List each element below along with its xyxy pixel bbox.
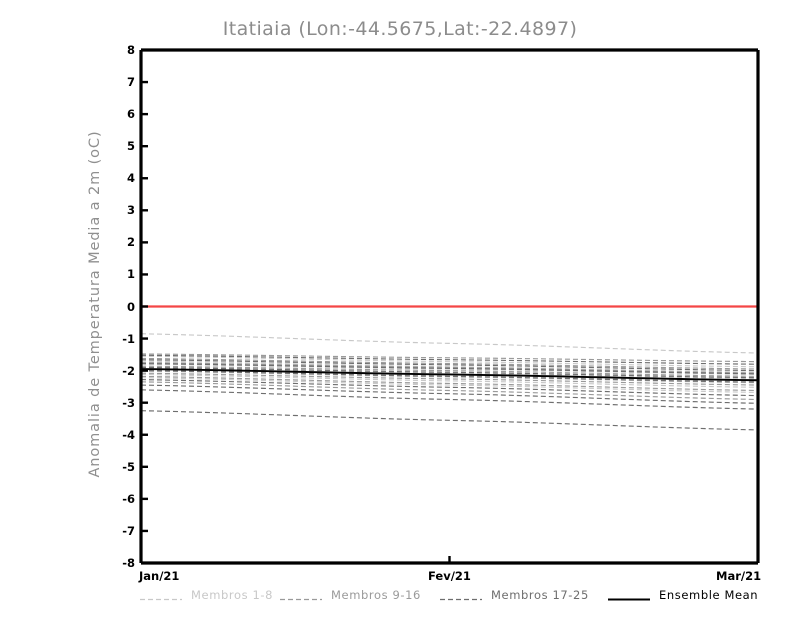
member-line — [141, 410, 758, 431]
member-line — [141, 357, 758, 370]
member-line — [141, 373, 758, 388]
member-line — [141, 375, 758, 392]
y-tick-label: 1 — [126, 267, 135, 282]
member-line — [141, 366, 758, 379]
member-line — [141, 363, 758, 376]
y-tick-label: 7 — [126, 75, 135, 90]
y-tick-label: -8 — [122, 556, 135, 570]
member-line — [141, 362, 758, 375]
member-line — [141, 370, 758, 383]
y-tick-label: 6 — [126, 107, 135, 122]
legend-dashed-line-icon — [440, 590, 482, 601]
y-tick-label: -3 — [122, 395, 135, 410]
member-line — [141, 381, 758, 401]
y-tick-label: 2 — [126, 235, 135, 250]
legend-label: Ensemble Mean — [659, 588, 759, 602]
member-line — [141, 360, 758, 373]
x-tick-label: Fev/21 — [428, 569, 471, 583]
member-line — [141, 359, 758, 372]
member-line — [141, 365, 758, 377]
legend-item[interactable]: Membros 17-25 — [440, 586, 589, 604]
legend-item[interactable]: Membros 9-16 — [280, 586, 421, 604]
member-line — [141, 353, 758, 363]
y-tick-label: -6 — [122, 491, 135, 506]
chart-legend: Membros 1-8 Membros 9-16 Membros 17-25 Ense… — [0, 586, 800, 606]
legend-dashed-line-icon — [140, 590, 182, 601]
member-line — [141, 384, 758, 404]
member-line — [141, 354, 758, 365]
member-line — [141, 362, 758, 374]
plot-inner-group — [141, 305, 758, 431]
ensemble-mean-line — [141, 368, 758, 382]
legend-solid-line-icon — [608, 590, 650, 601]
y-tick-label: 5 — [126, 139, 135, 154]
y-tick-label: -4 — [122, 427, 135, 442]
legend-item[interactable]: Ensemble Mean — [608, 586, 758, 604]
member-line — [141, 372, 758, 386]
page-title: Itatiaia (Lon:-44.5675,Lat:-22.4897) — [222, 18, 578, 40]
member-line — [141, 377, 758, 394]
legend-dashed-line-icon — [280, 590, 322, 601]
y-tick-label: -7 — [122, 523, 135, 538]
y-tick-label: 8 — [126, 43, 135, 57]
legend-label: Membros 1-8 — [191, 588, 274, 602]
y-tick-label: 4 — [126, 171, 135, 186]
member-line — [141, 389, 758, 410]
member-line — [141, 379, 758, 397]
y-tick-label: 0 — [126, 299, 135, 314]
member-line — [141, 367, 758, 380]
x-tick-label: Jan/21 — [139, 569, 180, 583]
member-line — [141, 333, 758, 354]
legend-label: Membros 17-25 — [491, 588, 589, 602]
y-tick-label: -5 — [122, 459, 135, 474]
y-tick-label: -2 — [122, 363, 135, 378]
member-line — [141, 370, 758, 384]
x-tick-label: Mar/21 — [716, 569, 762, 583]
tick-marks — [139, 48, 760, 565]
legend-item[interactable]: Membros 1-8 — [140, 586, 273, 604]
y-tick-label: 3 — [126, 203, 135, 218]
y-tick-label: -1 — [122, 331, 135, 346]
member-line — [141, 355, 758, 368]
legend-label: Membros 9-16 — [331, 588, 421, 602]
